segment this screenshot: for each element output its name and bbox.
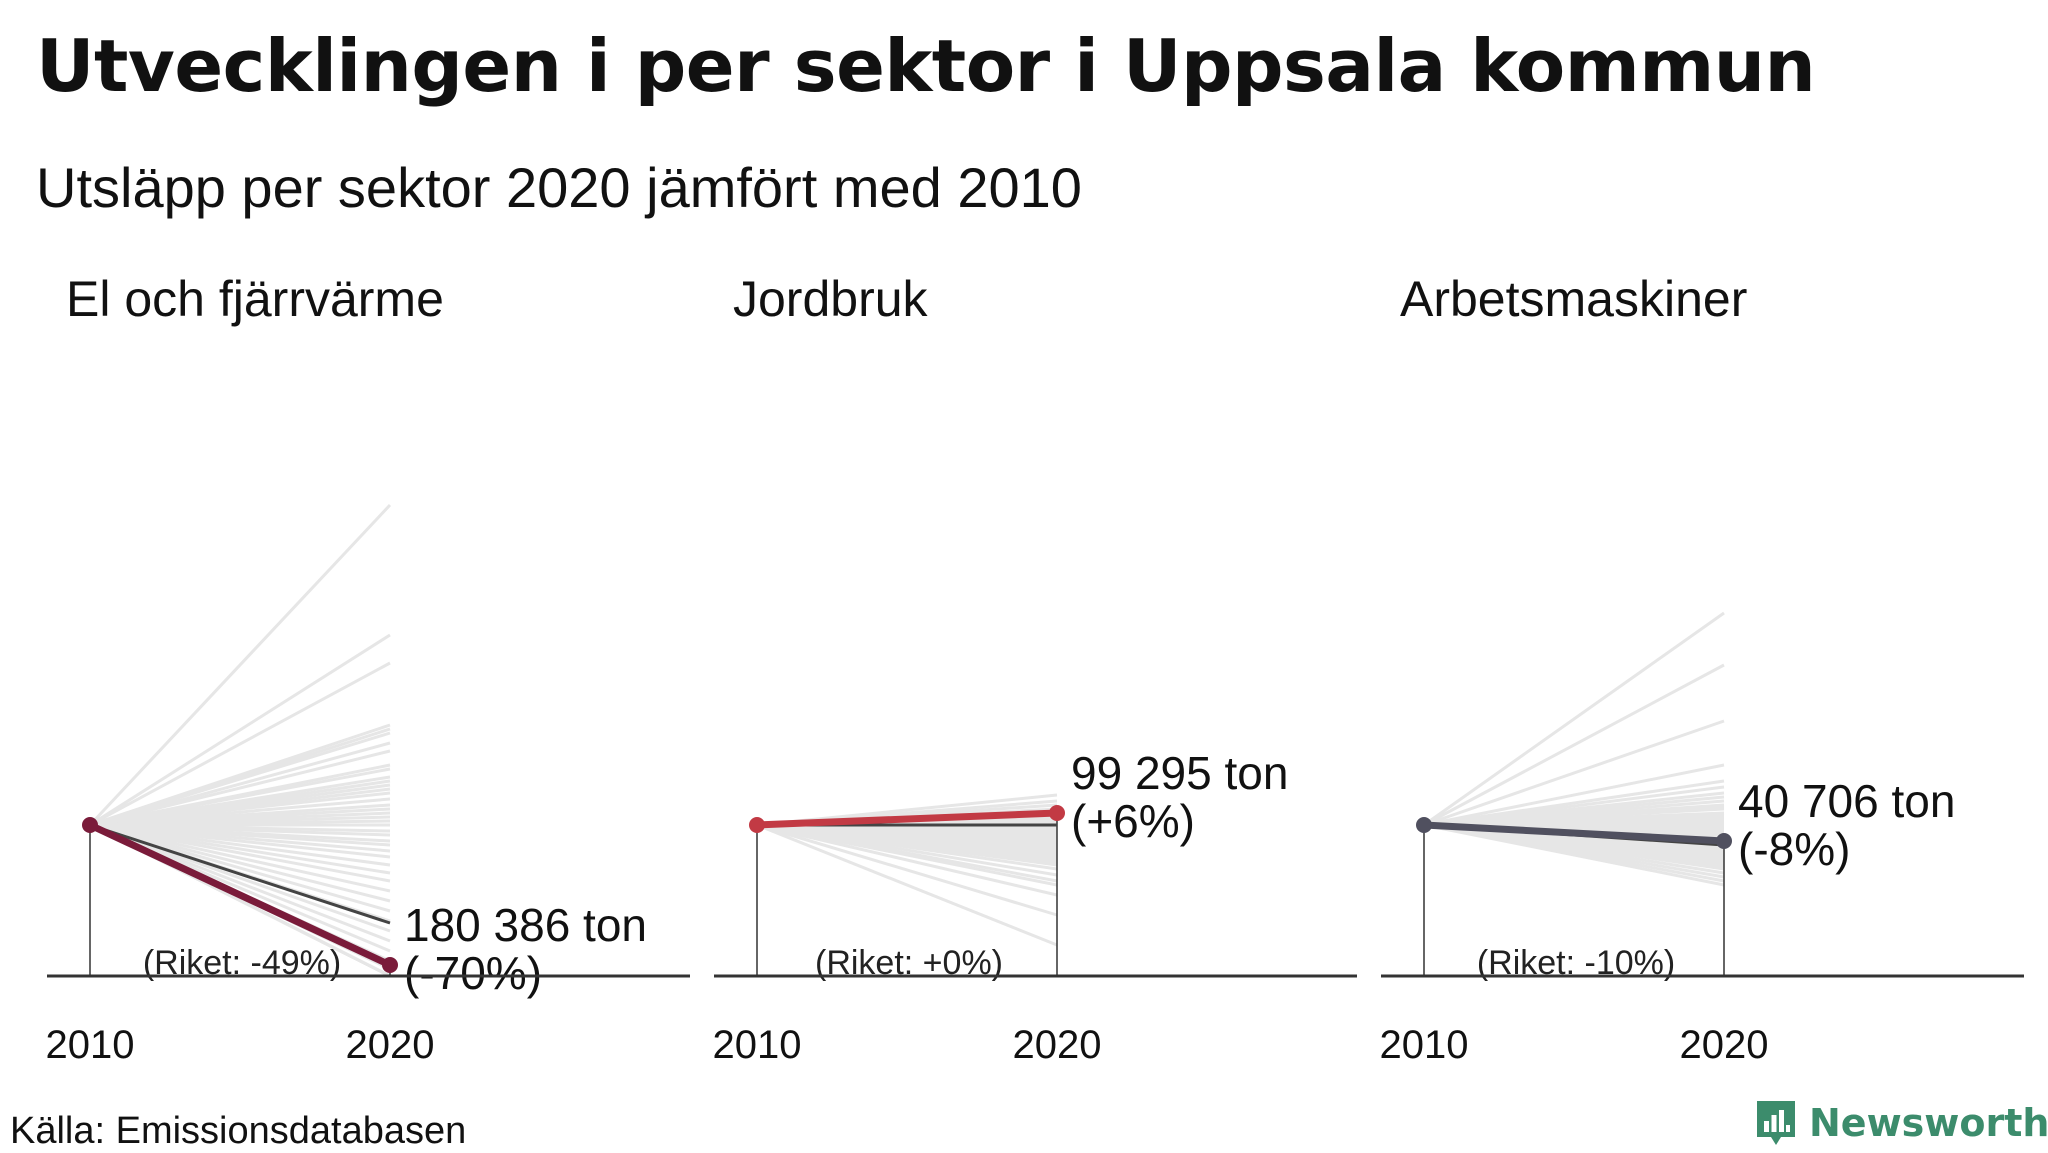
tick-label-2010: 2010 — [713, 1023, 802, 1067]
municipality-line — [89, 633, 391, 827]
municipality-line — [89, 823, 391, 883]
municipality-line — [89, 823, 391, 943]
municipality-line — [1423, 719, 1725, 827]
municipality-line — [89, 823, 391, 893]
newsworthy-logo: Newsworthy — [1753, 1097, 2048, 1149]
national-line — [89, 823, 391, 925]
highlight-line — [1420, 821, 1728, 845]
tick-label-2010: 2010 — [1380, 1023, 1469, 1067]
value-label: 180 386 ton — [404, 899, 647, 951]
municipality-line — [1423, 763, 1725, 827]
source-note: Källa: Emissionsdatabasen — [10, 1110, 467, 1152]
change-label: (-8%) — [1738, 823, 1850, 875]
chart-title: Utvecklingen i per sektor i Uppsala komm… — [36, 24, 1816, 108]
tick-label-2020: 2020 — [1680, 1023, 1769, 1067]
municipality-line — [1423, 611, 1725, 827]
panel-title: Arbetsmaskiner — [1400, 271, 1747, 327]
municipality-line — [1423, 823, 1725, 887]
highlight-point-2020 — [1716, 833, 1732, 849]
highlight-point-2020 — [1049, 805, 1065, 821]
municipality-line — [89, 731, 391, 827]
municipality-line — [756, 823, 1058, 947]
panel-title: Jordbruk — [733, 271, 929, 327]
municipality-line — [756, 823, 1058, 887]
panel-title: El och fjärrvärme — [66, 271, 444, 327]
change-label: (-70%) — [404, 947, 542, 999]
change-label: (+6%) — [1071, 795, 1195, 847]
newsworthy-logo-text: Newsworthy — [1809, 1101, 2048, 1145]
tick-label-2020: 2020 — [1013, 1023, 1102, 1067]
highlight-line — [86, 821, 394, 969]
municipality-line — [89, 823, 391, 913]
municipality-line — [89, 661, 391, 827]
municipality-line — [89, 823, 391, 903]
highlight-line — [753, 809, 1061, 829]
municipality-line — [756, 823, 1058, 917]
tick-label-2010: 2010 — [46, 1023, 135, 1067]
chart-subtitle: Utsläpp per sektor 2020 jämfört med 2010 — [36, 156, 1082, 219]
value-label: 40 706 ton — [1738, 775, 1955, 827]
municipality-line — [88, 503, 392, 827]
municipality-line — [1423, 663, 1725, 827]
value-label: 99 295 ton — [1071, 747, 1288, 799]
newsworthy-logo-icon — [1757, 1101, 1795, 1145]
municipality-line — [756, 823, 1058, 897]
highlight-point-2010 — [1416, 817, 1432, 833]
municipality-line — [89, 749, 391, 827]
highlight-point-2020 — [382, 957, 398, 973]
highlight-point-2010 — [749, 817, 765, 833]
highlight-point-2010 — [82, 817, 98, 833]
tick-label-2020: 2020 — [346, 1023, 435, 1067]
